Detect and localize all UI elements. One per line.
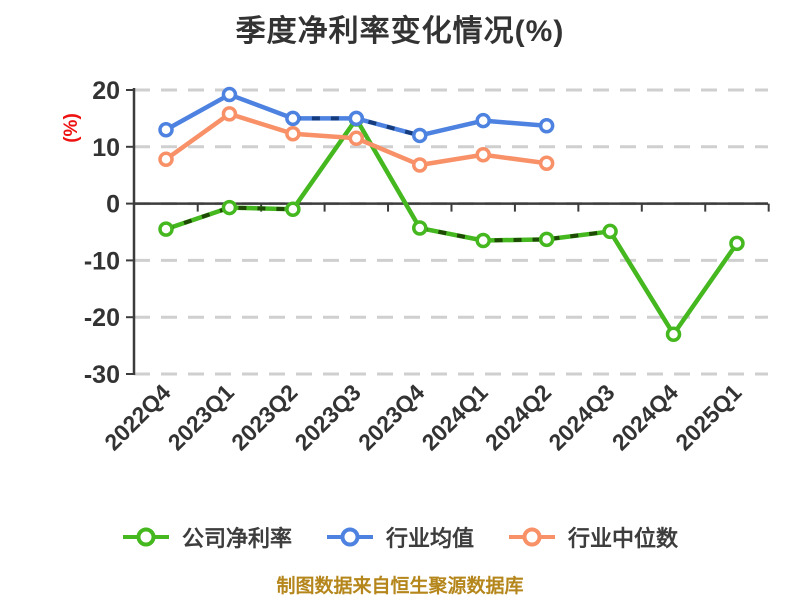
chart-title: 季度净利率变化情况(%) <box>235 15 565 48</box>
y-tick-label: 10 <box>92 134 120 162</box>
x-tick-label: 2024Q2 <box>480 379 556 455</box>
y-tick-label: -30 <box>84 361 120 389</box>
data-point-marker <box>221 106 238 122</box>
data-point-marker <box>538 118 555 134</box>
legend-marker-company-icon <box>122 527 169 547</box>
series-group <box>158 86 745 342</box>
y-tick-label: 20 <box>92 77 120 105</box>
data-point-marker <box>412 220 428 236</box>
legend: 公司净利率 行业均值 行业中位数 <box>0 521 800 553</box>
data-point-marker <box>538 231 555 248</box>
y-tick-label: -20 <box>84 304 120 332</box>
data-point-marker <box>348 110 365 127</box>
data-point-marker <box>665 326 682 342</box>
axes-group <box>126 88 770 375</box>
data-point-marker <box>412 127 428 144</box>
legend-item-industry-mean: 行业均值 <box>326 521 474 553</box>
data-point-marker <box>158 221 174 237</box>
x-tick-label: 2024Q3 <box>543 379 619 455</box>
data-point-marker <box>475 112 491 129</box>
legend-marker-industry-median-icon <box>509 527 555 547</box>
x-tick-label: 2022Q4 <box>99 379 175 455</box>
y-tick-label: -10 <box>84 247 120 275</box>
data-point-marker <box>221 199 238 216</box>
x-tick-label: 2023Q1 <box>163 379 239 455</box>
x-tick-label: 2023Q2 <box>226 379 302 455</box>
series-line <box>163 116 740 337</box>
legend-item-company: 公司净利率 <box>122 521 292 553</box>
legend-label-industry-mean: 行业均值 <box>385 526 474 551</box>
data-point-marker <box>285 201 301 218</box>
series-dash-overlay <box>419 226 611 243</box>
x-tick-label: 2025Q1 <box>670 379 746 455</box>
x-tick-label: 2023Q4 <box>353 379 429 455</box>
data-point-marker <box>538 155 555 172</box>
data-point-marker <box>158 151 174 168</box>
data-point-marker <box>158 122 174 138</box>
data-point-marker <box>475 147 491 163</box>
data-point-marker <box>729 235 745 252</box>
data-point-marker <box>412 157 428 173</box>
data-point-marker <box>285 125 301 142</box>
data-point-marker <box>285 110 301 127</box>
legend-item-industry-median: 行业中位数 <box>508 521 678 553</box>
y-tick-label: 0 <box>106 191 120 219</box>
data-point-marker <box>475 232 491 249</box>
legend-label-industry-median: 行业中位数 <box>568 526 679 551</box>
legend-label-company: 公司净利率 <box>181 526 292 551</box>
data-point-marker <box>602 223 618 240</box>
legend-marker-industry-mean-icon <box>326 527 373 547</box>
series-dash-overlay <box>165 205 293 232</box>
data-point-marker <box>348 130 365 147</box>
x-tick-label: 2024Q1 <box>416 379 492 455</box>
x-tick-label: 2023Q3 <box>290 379 366 455</box>
data-point-marker <box>221 86 238 103</box>
x-tick-label: 2024Q4 <box>607 379 683 455</box>
data-source-note: 制图数据来自恒生聚源数据库 <box>276 576 524 597</box>
